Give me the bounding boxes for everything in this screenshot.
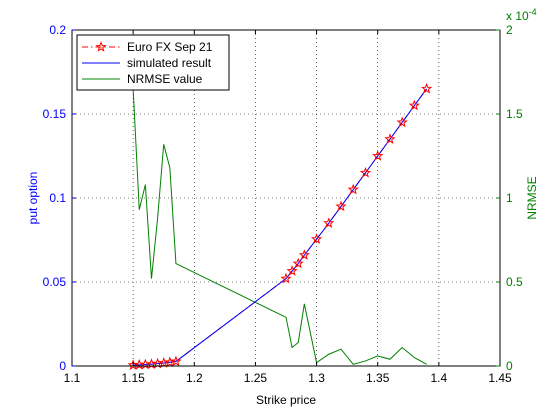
market-star-marker (298, 249, 310, 260)
market-star-marker (396, 116, 408, 128)
market-star-marker (372, 150, 384, 161)
market-star-marker (421, 82, 433, 94)
x-tick-label: 1.15 (121, 371, 145, 385)
market-star-marker (280, 272, 292, 284)
market-star-marker (323, 217, 335, 228)
market-star-marker (359, 166, 372, 178)
left-y-tick-label: 0.1 (49, 191, 66, 205)
x-tick-label: 1.1 (64, 371, 81, 385)
left-y-tick-label: 0.15 (43, 107, 67, 121)
x-tick-label: 1.4 (431, 371, 448, 385)
series-nrmse-line (132, 88, 427, 365)
x-tick-label: 1.3 (308, 371, 325, 385)
right-axis-exponent-base: x 10 (506, 9, 529, 23)
left-y-tick-label: 0.2 (49, 23, 66, 37)
right-axis-exponent: x 10-4 (506, 7, 537, 23)
right-y-tick-label: 2 (506, 23, 513, 37)
ticks: 1.1 1.15 1.2 1.25 1.3 1.35 1.4 1.4500.050.10.15… (43, 23, 523, 385)
market-star-marker (170, 355, 182, 367)
legend-star-marker (95, 41, 107, 52)
market-star-marker (384, 133, 396, 144)
market-star-marker (347, 183, 359, 195)
market-star-marker (286, 265, 298, 276)
market-star-marker (292, 257, 304, 269)
x-tick-label: 1.45 (488, 371, 512, 385)
left-y-axis-label: put option (26, 172, 40, 225)
left-y-tick-label: 0.05 (43, 275, 67, 289)
right-y-tick-label: 0 (506, 359, 513, 373)
series-layer (127, 82, 433, 370)
x-tick-label: 1.2 (186, 371, 203, 385)
market-star-marker (310, 233, 323, 244)
legend: Euro FX Sep 21 simulated result NRMSE va… (76, 34, 230, 91)
legend-label-simulated: simulated result (127, 56, 212, 70)
legend-label-nrmse: NRMSE value (127, 72, 203, 86)
market-star-marker (335, 200, 347, 212)
right-y-axis-label: NRMSE (525, 176, 539, 219)
right-y-tick-label: 1.5 (506, 107, 523, 121)
right-y-tick-label: 0.5 (506, 275, 523, 289)
left-y-tick-label: 0 (59, 359, 66, 373)
right-axis-exponent-power: -4 (529, 7, 537, 17)
x-tick-label: 1.25 (244, 371, 268, 385)
x-axis-label: Strike price (256, 393, 316, 407)
x-tick-label: 1.35 (366, 371, 390, 385)
legend-label-market: Euro FX Sep 21 (127, 40, 213, 54)
market-star-marker (408, 99, 421, 111)
right-y-tick-label: 1 (506, 191, 513, 205)
